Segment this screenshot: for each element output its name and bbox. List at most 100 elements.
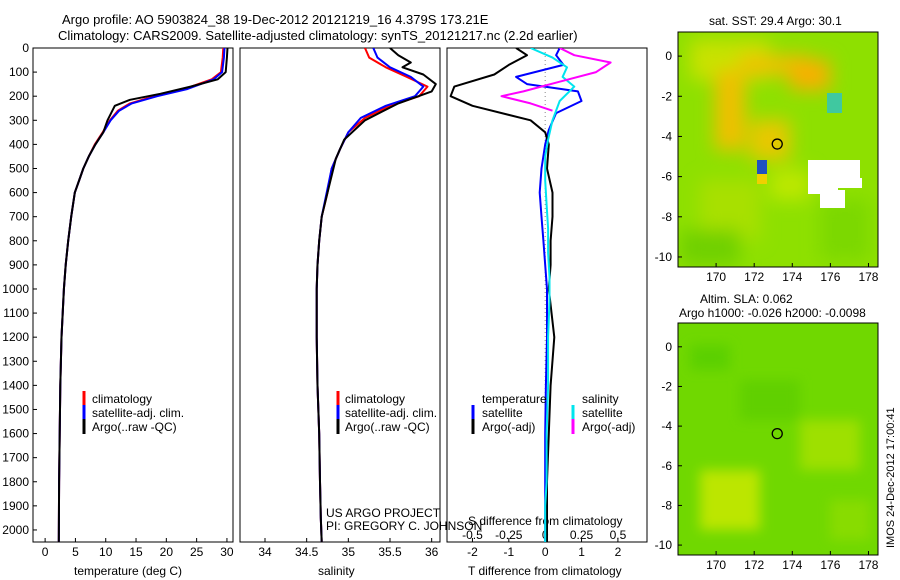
legend-header-temperature: temperature [482, 392, 547, 406]
y-tick-label-12: 1200 [2, 330, 29, 344]
x2-tick-label-3: 0.25 [570, 528, 594, 542]
y-tick-label-13: 1300 [2, 354, 29, 368]
series-line-2-0 [515, 48, 583, 542]
y-tick-label-19: 1900 [2, 499, 29, 513]
y-tick-label-11: 1100 [3, 306, 29, 320]
x-tick-label-2-1: -1 [503, 545, 514, 559]
x-tick-label-1-4: 36 [425, 545, 439, 559]
map-y-tick-label-4-0: 0 [665, 340, 672, 354]
sal-legend: climatology satellite-adj. clim. Argo(..… [336, 391, 437, 434]
legend-label-argo-s: Argo(..raw -QC) [345, 420, 430, 434]
y-tick-label-6: 600 [9, 186, 29, 200]
map-x-tick-label-3-0: 170 [706, 270, 726, 284]
y-tick-label-18: 1800 [2, 475, 29, 489]
series-group-2 [449, 48, 612, 542]
series-group-1 [315, 48, 437, 542]
map-y-tick-label-3-4: -8 [661, 210, 672, 224]
argo-location-marker-4 [771, 427, 783, 440]
y-tick-label-9: 900 [9, 258, 29, 272]
series-line-1-2 [315, 48, 437, 542]
x-tick-label-1-2: 35 [342, 545, 356, 559]
map-bottom-title-2: Argo h1000: -0.026 h2000: -0.0098 [679, 306, 866, 320]
diff-xlabel: T difference from climatology [468, 564, 622, 578]
map-x-tick-label-4-0: 170 [706, 558, 726, 572]
x-tick-label-2-0: -2 [467, 545, 478, 559]
panel-frame-0 [32, 47, 234, 543]
page-title: Argo profile: AO 5903824_38 19-Dec-2012 … [62, 12, 489, 27]
y-tick-label-7: 700 [9, 210, 29, 224]
data-layer [57, 48, 783, 542]
x-tick-label-0-5: 25 [190, 545, 204, 559]
map-x-tick-label-4-2: 174 [782, 558, 802, 572]
legend-label-argo-t: Argo(..raw -QC) [92, 420, 177, 434]
y-tick-label-20: 2000 [2, 523, 29, 537]
series-line-0-1 [57, 48, 226, 542]
x-tick-label-0-3: 15 [129, 545, 143, 559]
legend-label-satellite-s: satellite-adj. clim. [345, 406, 437, 420]
x-tick-label-0-2: 10 [99, 545, 113, 559]
x-tick-label-1-3: 35.5 [378, 545, 402, 559]
map-y-tick-label-4-3: -6 [661, 459, 672, 473]
x-tick-label-2-3: 1 [578, 545, 585, 559]
map-y-tick-label-4-1: -2 [661, 379, 672, 393]
legend-label-climatology-t: climatology [92, 392, 152, 406]
map-frame-4 [677, 322, 879, 556]
credit-line-2: PI: GREGORY C. JOHNSON [326, 519, 483, 533]
x2-tick-label-1: -0.25 [495, 528, 523, 542]
temp-xlabel: temperature (deg C) [74, 564, 183, 578]
map-x-tick-label-3-4: 178 [858, 270, 878, 284]
x-tick-label-2-2: 0 [542, 545, 549, 559]
sst-map [678, 32, 878, 267]
legend-label-climatology-s: climatology [345, 392, 405, 406]
map-x-tick-label-3-3: 176 [820, 270, 840, 284]
legend-label-temp-argo: Argo(-adj) [482, 420, 535, 434]
legend-header-salinity: salinity [582, 392, 619, 406]
legend-label-sal-satellite: satellite [582, 406, 623, 420]
map-x-tick-label-4-3: 176 [820, 558, 840, 572]
map-x-tick-label-4-4: 178 [858, 558, 878, 572]
x-tick-label-0-4: 20 [160, 545, 174, 559]
map-x-tick-label-3-1: 172 [744, 270, 764, 284]
series-line-2-2 [530, 48, 576, 542]
map-x-tick-label-3-2: 174 [782, 270, 802, 284]
argo-location-marker-3 [771, 138, 783, 150]
series-line-2-1 [449, 48, 556, 542]
temp-legend: climatology satellite-adj. clim. Argo(..… [82, 391, 184, 434]
series-line-2-3 [500, 48, 612, 112]
legend-label-satellite-t: satellite-adj. clim. [92, 406, 184, 420]
map-y-tick-label-3-5: -10 [655, 250, 673, 264]
map-y-tick-label-4-2: -4 [661, 419, 672, 433]
map-frame-3 [677, 31, 879, 268]
x2-tick-label-0: -0.5 [462, 528, 483, 542]
y-tick-label-3: 300 [9, 113, 29, 127]
map-y-tick-label-3-3: -6 [661, 170, 672, 184]
legend-label-sal-argo: Argo(-adj) [582, 420, 635, 434]
y-tick-label-1: 100 [9, 65, 29, 79]
panel-frame-1 [239, 47, 441, 543]
map-top-title: sat. SST: 29.4 Argo: 30.1 [709, 14, 842, 28]
series-line-0-0 [57, 48, 225, 542]
y-tick-label-4: 400 [9, 137, 29, 151]
page-subtitle: Climatology: CARS2009. Satellite-adjuste… [58, 28, 578, 43]
axes-layer: 0 5 10 15 20 25 300100200300400500600700800900… [2, 31, 879, 572]
x-tick-label-2-4: 2 [615, 545, 622, 559]
legend-label-temp-satellite: satellite [482, 406, 523, 420]
y-tick-label-17: 1700 [2, 451, 29, 465]
x-tick-label-0-6: 30 [220, 545, 234, 559]
map-y-tick-label-4-4: -8 [661, 498, 672, 512]
map-x-tick-label-4-1: 172 [744, 558, 764, 572]
y-tick-label-16: 1600 [2, 427, 29, 441]
y-tick-label-0: 0 [22, 41, 29, 55]
y-tick-label-2: 200 [9, 89, 29, 103]
series-line-1-1 [315, 48, 425, 542]
series-line-0-2 [57, 48, 229, 542]
series-line-1-0 [315, 48, 429, 542]
map-y-tick-label-4-5: -10 [655, 538, 673, 552]
y-tick-label-15: 1500 [2, 402, 29, 416]
diff-legend: temperature salinity satellite Argo(-adj… [471, 392, 635, 434]
y-tick-label-8: 800 [9, 234, 29, 248]
y-tick-label-10: 1000 [2, 282, 29, 296]
sal-xlabel: salinity [318, 564, 355, 578]
y-tick-label-14: 1400 [2, 378, 29, 392]
